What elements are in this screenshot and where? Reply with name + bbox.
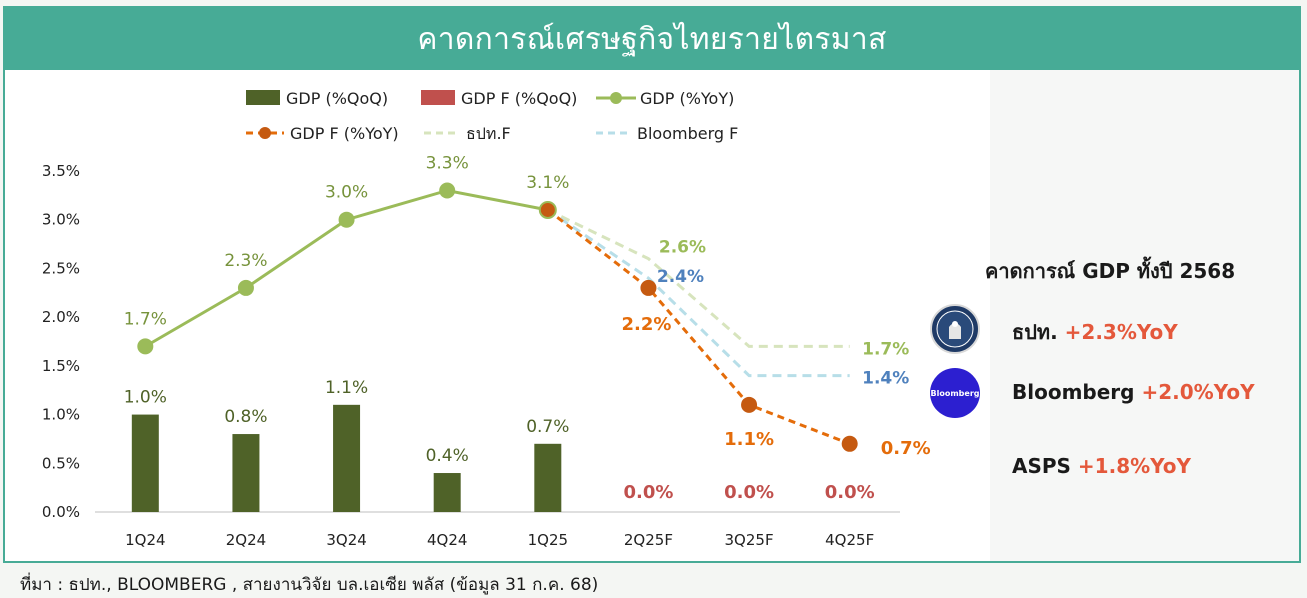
forecast-value: +1.8%YoY [1077, 454, 1192, 478]
line-label-f-yoy: 2.2% [621, 314, 671, 335]
x-tick-label: 1Q25 [528, 531, 568, 549]
legend-label: GDP F (%YoY) [290, 124, 399, 143]
legend-swatch-gdp-qoq [246, 90, 280, 105]
line-label-yoy: 2.3% [224, 251, 267, 271]
line-label-yoy: 1.7% [124, 309, 167, 329]
x-tick-label: 3Q24 [326, 531, 366, 549]
bot-seal-icon [930, 304, 980, 354]
x-tick-label: 4Q25F [825, 531, 874, 549]
point-gdp-f-yoy [538, 200, 557, 219]
line-label-bloomberg: 2.4% [657, 267, 704, 287]
x-tick-label: 1Q24 [125, 531, 165, 549]
forecast-name: ธปท. [1012, 320, 1058, 344]
x-tick-label: 4Q24 [427, 531, 467, 549]
bar-gdp-qoq [534, 443, 562, 512]
x-tick-label: 2Q24 [226, 531, 266, 549]
line-label-bot: 2.6% [659, 238, 706, 258]
legend-marker-gdp-yoy [610, 92, 622, 104]
bloomberg-logo-icon: Bloomberg [930, 368, 980, 418]
x-tick-label: 2Q25F [624, 531, 673, 549]
y-tick-label: 2.5% [42, 259, 80, 277]
bar-gdp-qoq [232, 434, 260, 512]
line-label-f-yoy: 1.1% [724, 429, 774, 450]
bar-label: 1.1% [325, 378, 368, 398]
page-title: คาดการณ์เศรษฐกิจไทยรายไตรมาส [5, 8, 1299, 70]
bar-label: 0.8% [224, 407, 267, 427]
legend-label: Bloomberg F [637, 124, 738, 143]
y-tick-label: 2.0% [42, 308, 80, 326]
y-tick-label: 1.5% [42, 357, 80, 375]
gdp-chart: 0.0% 0.5% 1.0% 1.5% 2.0% 2.5% 3.0% 3.5% 1Q24 2Q24… [42, 89, 931, 549]
point-gdp-f-yoy [841, 435, 858, 452]
bar-gdp-qoq [333, 404, 361, 512]
y-tick-label: 3.5% [42, 162, 80, 180]
line-label-yoy: 3.3% [426, 153, 469, 173]
legend-label: GDP (%YoY) [640, 89, 734, 108]
forecast-name: ASPS [1012, 454, 1071, 478]
forecast-row-bot: ธปท. +2.3%YoY [1012, 316, 1178, 348]
forecast-row-asps: ASPS +1.8%YoY [1012, 454, 1191, 478]
point-gdp-f-yoy [640, 279, 657, 296]
line-label-yoy: 3.0% [325, 183, 368, 203]
point-gdp-yoy [338, 211, 355, 228]
forecast-value: +2.3%YoY [1064, 320, 1178, 344]
bar-label-forecast: 0.0% [623, 482, 673, 503]
bar-label: 1.0% [124, 388, 167, 408]
forecast-row-bloomberg: Bloomberg +2.0%YoY [1012, 380, 1255, 404]
line-bloomberg-forecast [546, 208, 850, 378]
y-tick-label: 0.5% [42, 454, 80, 472]
bar-label: 0.4% [426, 446, 469, 466]
y-tick-label: 1.0% [42, 406, 80, 424]
x-tick-label: 3Q25F [725, 531, 774, 549]
bar-label-forecast: 0.0% [724, 482, 774, 503]
line-gdp-f-yoy [546, 208, 851, 446]
bar-gdp-qoq [433, 473, 461, 512]
bar-label-forecast: 0.0% [825, 482, 875, 503]
bar-gdp-qoq [131, 414, 159, 512]
point-gdp-f-yoy [741, 396, 758, 413]
bar-label: 0.7% [526, 417, 569, 437]
legend-label: GDP F (%QoQ) [461, 89, 577, 108]
line-label-bloomberg: 1.4% [862, 369, 909, 389]
forecast-title: คาดการณ์ GDP ทั้งปี 2568 [985, 259, 1236, 283]
forecast-name: Bloomberg [1012, 380, 1135, 404]
bot-seal-graphic [936, 310, 974, 348]
y-tick-label: 0.0% [42, 503, 80, 521]
point-gdp-yoy [439, 182, 456, 199]
point-gdp-yoy [137, 338, 154, 355]
source-note: ที่มา : ธปท., BLOOMBERG , สายงานวิจัย บล… [20, 575, 599, 595]
legend-label: GDP (%QoQ) [286, 89, 388, 108]
line-label-bot: 1.7% [862, 339, 909, 359]
legend-swatch-gdp-f-qoq [421, 90, 455, 105]
y-tick-label: 3.0% [42, 211, 80, 229]
gdp-chart-svg: 0.0% 0.5% 1.0% 1.5% 2.0% 2.5% 3.0% 3.5% 1Q24 2Q24… [42, 89, 931, 549]
legend-label: ธปท.F [466, 124, 511, 143]
point-gdp-yoy [237, 279, 254, 296]
line-label-f-yoy: 0.7% [881, 438, 931, 459]
forecast-panel [990, 70, 1299, 561]
chart-frame: คาดการณ์เศรษฐกิจไทยรายไตรมาส [3, 6, 1301, 563]
legend-marker-gdp-f-yoy [259, 127, 271, 139]
forecast-value: +2.0%YoY [1141, 380, 1255, 404]
line-label-yoy: 3.1% [526, 173, 569, 193]
